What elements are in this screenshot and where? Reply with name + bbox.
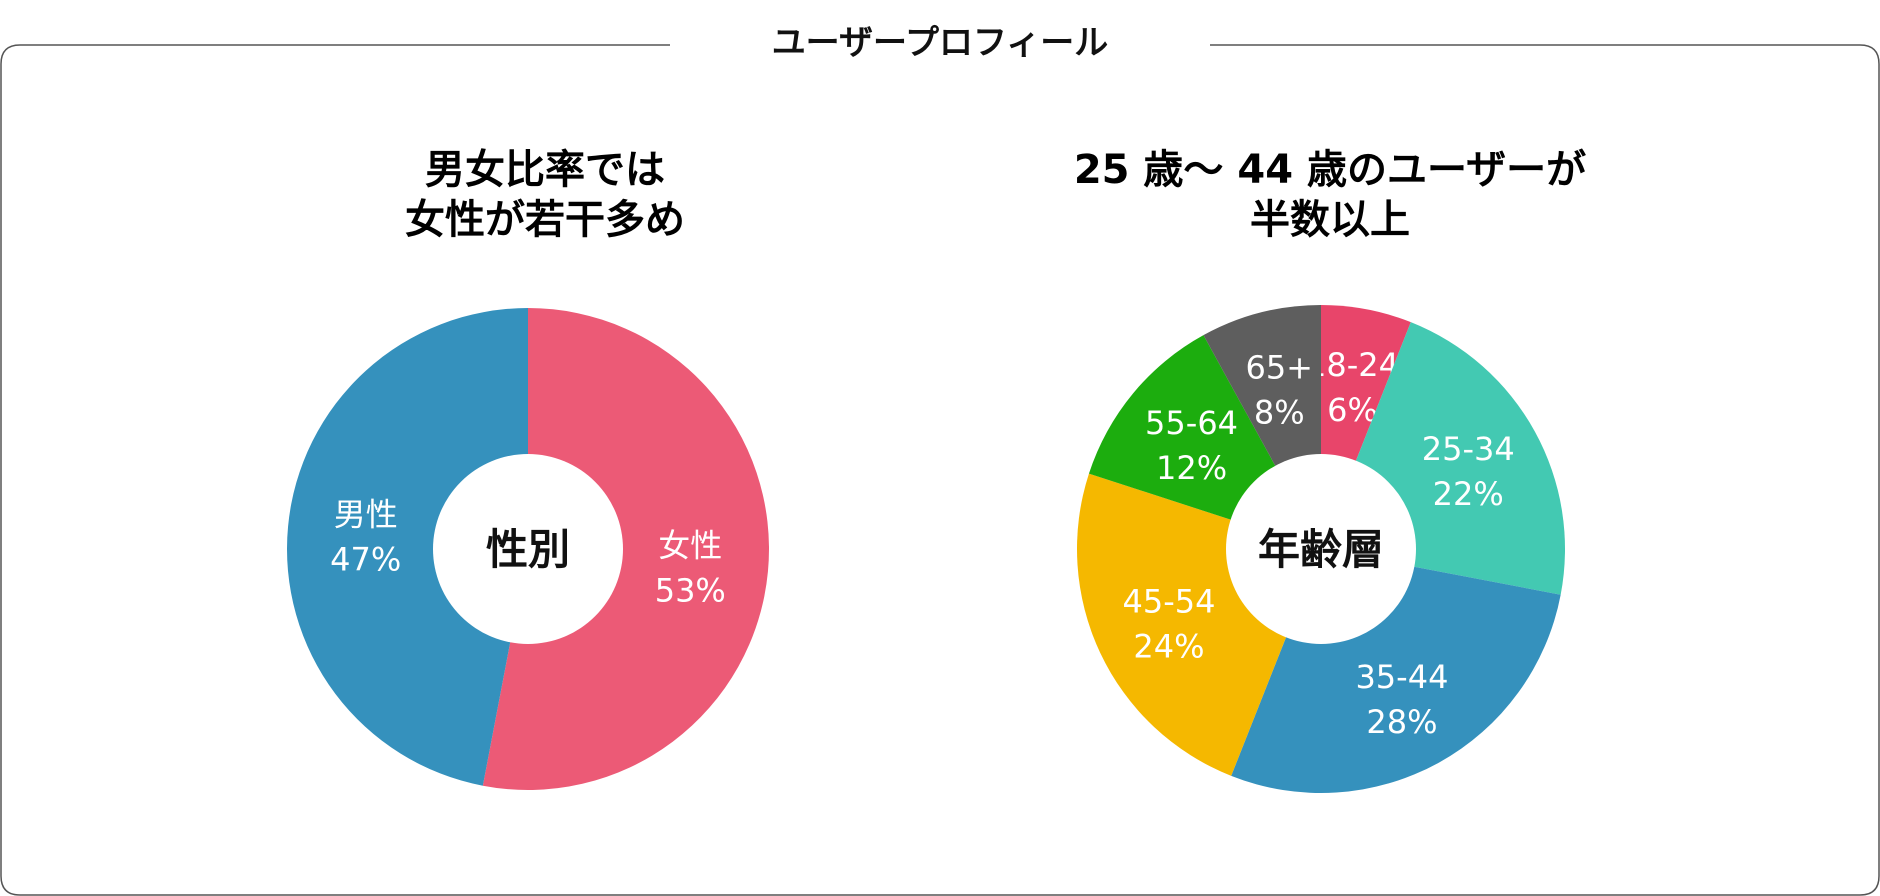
panel-border [0,44,1880,896]
age-donut-chart: 18-24 6% 25-34 22% 35-44 28% 45-54 24% 55-64 12% 6… [1077,305,1565,793]
age-slice-label-4: 55-64 [1145,404,1238,442]
age-center-hole [1226,454,1416,644]
gender-slice-label-0: 女性 [658,526,722,564]
age-slice-value-3: 24% [1133,628,1204,666]
age-slice-value-4: 12% [1156,449,1227,487]
panel-heading: ユーザープロフィール [772,23,1109,63]
age-slice-label-2: 35-44 [1355,658,1448,696]
age-slice-label-5: 65+ [1245,348,1313,386]
gender-slice-label-1: 男性 [334,496,398,534]
gender-chart-title-line-2: 女性が若干多め [405,197,685,243]
gender-donut-chart: 女性 53% 男性 47% 性別 [287,308,769,790]
age-chart-title-line-1: 25 歳〜 44 歳のユーザーが [1073,147,1587,193]
gender-chart-title-line-1: 男女比率では [425,147,665,193]
gender-slice-value-0: 53% [655,571,726,609]
age-slice-label-3: 45-54 [1122,583,1215,621]
age-slice-value-2: 28% [1366,703,1437,741]
age-chart-title-line-2: 半数以上 [1250,197,1410,243]
gender-chart-title: 男女比率では 女性が若干多め [165,145,925,245]
age-slice-value-0: 6% [1327,391,1378,429]
age-slice-value-5: 8% [1254,393,1305,431]
gender-slice-1 [287,308,528,786]
age-slice-label-1: 25-34 [1422,430,1515,468]
gender-center-hole [433,454,623,644]
age-slice-label-0: 18-24 [1306,346,1399,384]
gender-slice-0 [482,308,769,790]
age-chart-title: 25 歳〜 44 歳のユーザーが 半数以上 [950,145,1710,245]
age-center-label: 年齢層 [1258,525,1384,574]
age-slice-value-1: 22% [1433,475,1504,513]
gender-center-label: 性別 [486,525,570,574]
gender-slice-value-1: 47% [330,541,401,579]
